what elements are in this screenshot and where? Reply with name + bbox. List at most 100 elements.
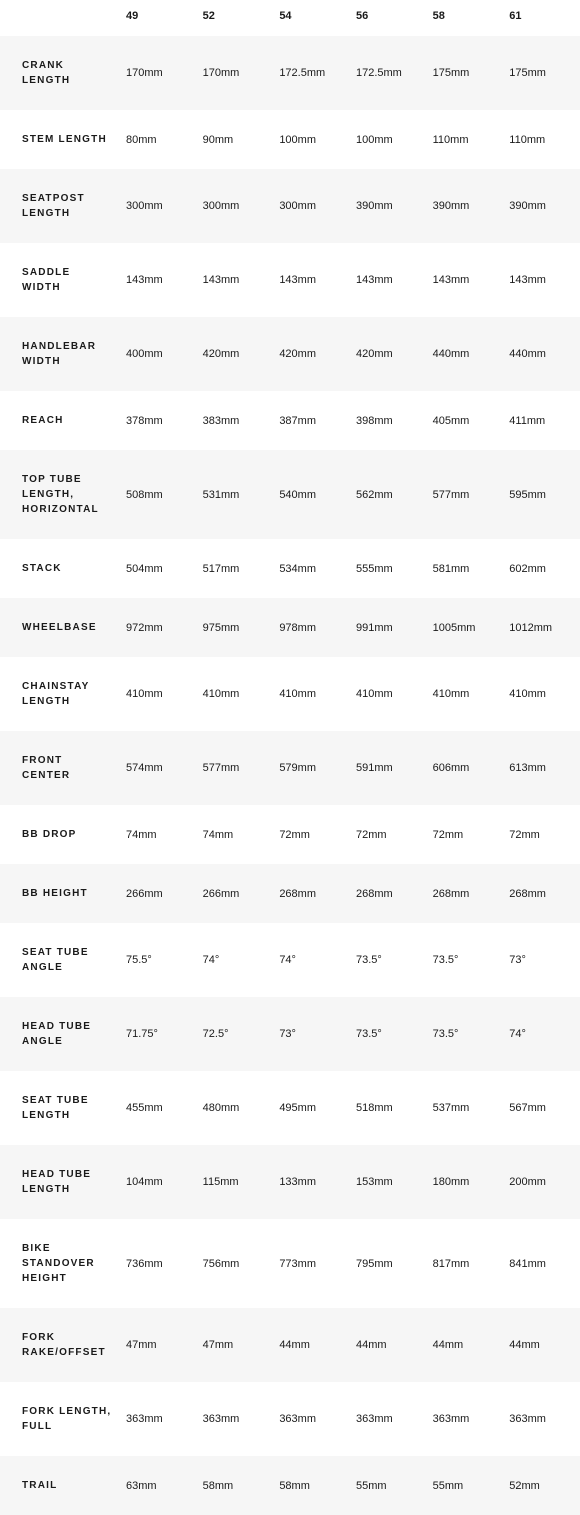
cell: 495mm xyxy=(273,1071,350,1145)
cell: 110mm xyxy=(427,110,504,169)
cell: 420mm xyxy=(273,317,350,391)
cell: 736mm xyxy=(120,1219,197,1308)
cell: 567mm xyxy=(503,1071,580,1145)
cell: 555mm xyxy=(350,539,427,598)
cell: 972mm xyxy=(120,598,197,657)
cell: 1012mm xyxy=(503,598,580,657)
row-label: HEAD TUBE LENGTH xyxy=(0,1145,120,1219)
col-header: 49 xyxy=(120,0,197,36)
cell: 390mm xyxy=(350,169,427,243)
cell: 74° xyxy=(503,997,580,1071)
cell: 90mm xyxy=(197,110,274,169)
table-header-row: 49 52 54 56 58 61 xyxy=(0,0,580,36)
table-row: SADDLE WIDTH143mm143mm143mm143mm143mm143… xyxy=(0,243,580,317)
cell: 773mm xyxy=(273,1219,350,1308)
cell: 562mm xyxy=(350,450,427,539)
cell: 55mm xyxy=(350,1456,427,1515)
cell: 606mm xyxy=(427,731,504,805)
table-row: TOP TUBE LENGTH, HORIZONTAL508mm531mm540… xyxy=(0,450,580,539)
table-row: REACH378mm383mm387mm398mm405mm411mm xyxy=(0,391,580,450)
table-row: FRONT CENTER574mm577mm579mm591mm606mm613… xyxy=(0,731,580,805)
cell: 133mm xyxy=(273,1145,350,1219)
row-label: FRONT CENTER xyxy=(0,731,120,805)
cell: 581mm xyxy=(427,539,504,598)
cell: 58mm xyxy=(273,1456,350,1515)
cell: 410mm xyxy=(273,657,350,731)
cell: 268mm xyxy=(503,864,580,923)
cell: 756mm xyxy=(197,1219,274,1308)
table-row: FORK RAKE/OFFSET47mm47mm44mm44mm44mm44mm xyxy=(0,1308,580,1382)
col-header: 52 xyxy=(197,0,274,36)
cell: 300mm xyxy=(273,169,350,243)
cell: 143mm xyxy=(427,243,504,317)
table-row: STEM LENGTH80mm90mm100mm100mm110mm110mm xyxy=(0,110,580,169)
row-label: FORK LENGTH, FULL xyxy=(0,1382,120,1456)
table-row: CHAINSTAY LENGTH410mm410mm410mm410mm410m… xyxy=(0,657,580,731)
cell: 74° xyxy=(273,923,350,997)
table-row: TRAIL63mm58mm58mm55mm55mm52mm xyxy=(0,1456,580,1515)
cell: 480mm xyxy=(197,1071,274,1145)
cell: 153mm xyxy=(350,1145,427,1219)
col-header: 54 xyxy=(273,0,350,36)
cell: 577mm xyxy=(427,450,504,539)
col-header: 56 xyxy=(350,0,427,36)
cell: 73° xyxy=(503,923,580,997)
cell: 44mm xyxy=(350,1308,427,1382)
cell: 398mm xyxy=(350,391,427,450)
cell: 410mm xyxy=(120,657,197,731)
cell: 363mm xyxy=(427,1382,504,1456)
cell: 817mm xyxy=(427,1219,504,1308)
cell: 517mm xyxy=(197,539,274,598)
cell: 72mm xyxy=(427,805,504,864)
cell: 200mm xyxy=(503,1145,580,1219)
cell: 574mm xyxy=(120,731,197,805)
row-label: SEATPOST LENGTH xyxy=(0,169,120,243)
cell: 540mm xyxy=(273,450,350,539)
row-label: WHEELBASE xyxy=(0,598,120,657)
table-row: HEAD TUBE LENGTH104mm115mm133mm153mm180m… xyxy=(0,1145,580,1219)
row-label: STEM LENGTH xyxy=(0,110,120,169)
table-row: SEAT TUBE ANGLE75.5°74°74°73.5°73.5°73° xyxy=(0,923,580,997)
cell: 268mm xyxy=(350,864,427,923)
cell: 978mm xyxy=(273,598,350,657)
cell: 579mm xyxy=(273,731,350,805)
cell: 363mm xyxy=(120,1382,197,1456)
row-label: SEAT TUBE ANGLE xyxy=(0,923,120,997)
cell: 390mm xyxy=(427,169,504,243)
cell: 363mm xyxy=(503,1382,580,1456)
cell: 400mm xyxy=(120,317,197,391)
cell: 378mm xyxy=(120,391,197,450)
cell: 405mm xyxy=(427,391,504,450)
table-row: BB HEIGHT266mm266mm268mm268mm268mm268mm xyxy=(0,864,580,923)
cell: 58mm xyxy=(197,1456,274,1515)
cell: 80mm xyxy=(120,110,197,169)
table-row: HEAD TUBE ANGLE71.75°72.5°73°73.5°73.5°7… xyxy=(0,997,580,1071)
row-label: CRANK LENGTH xyxy=(0,36,120,110)
cell: 595mm xyxy=(503,450,580,539)
cell: 383mm xyxy=(197,391,274,450)
table-row: FORK LENGTH, FULL363mm363mm363mm363mm363… xyxy=(0,1382,580,1456)
row-label: TOP TUBE LENGTH, HORIZONTAL xyxy=(0,450,120,539)
cell: 363mm xyxy=(197,1382,274,1456)
cell: 387mm xyxy=(273,391,350,450)
cell: 591mm xyxy=(350,731,427,805)
row-label: SADDLE WIDTH xyxy=(0,243,120,317)
cell: 410mm xyxy=(503,657,580,731)
cell: 841mm xyxy=(503,1219,580,1308)
cell: 440mm xyxy=(503,317,580,391)
label-col-header xyxy=(0,0,120,36)
table-row: CRANK LENGTH170mm170mm172.5mm172.5mm175m… xyxy=(0,36,580,110)
cell: 175mm xyxy=(503,36,580,110)
cell: 72.5° xyxy=(197,997,274,1071)
cell: 72mm xyxy=(503,805,580,864)
cell: 613mm xyxy=(503,731,580,805)
cell: 143mm xyxy=(120,243,197,317)
cell: 504mm xyxy=(120,539,197,598)
cell: 420mm xyxy=(350,317,427,391)
cell: 143mm xyxy=(350,243,427,317)
row-label: BIKE STANDOVER HEIGHT xyxy=(0,1219,120,1308)
cell: 74mm xyxy=(197,805,274,864)
cell: 72mm xyxy=(350,805,427,864)
cell: 534mm xyxy=(273,539,350,598)
cell: 795mm xyxy=(350,1219,427,1308)
